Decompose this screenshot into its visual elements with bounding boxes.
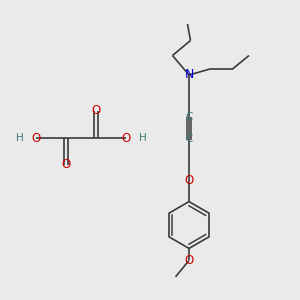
Text: H: H xyxy=(139,133,146,143)
Text: N: N xyxy=(184,68,194,82)
Text: O: O xyxy=(61,158,70,172)
Text: H: H xyxy=(16,133,23,143)
Text: O: O xyxy=(184,254,194,267)
Text: O: O xyxy=(122,131,131,145)
Text: C: C xyxy=(185,112,193,122)
Text: O: O xyxy=(31,131,40,145)
Text: C: C xyxy=(185,134,193,145)
Text: O: O xyxy=(184,173,194,187)
Text: O: O xyxy=(92,104,100,118)
